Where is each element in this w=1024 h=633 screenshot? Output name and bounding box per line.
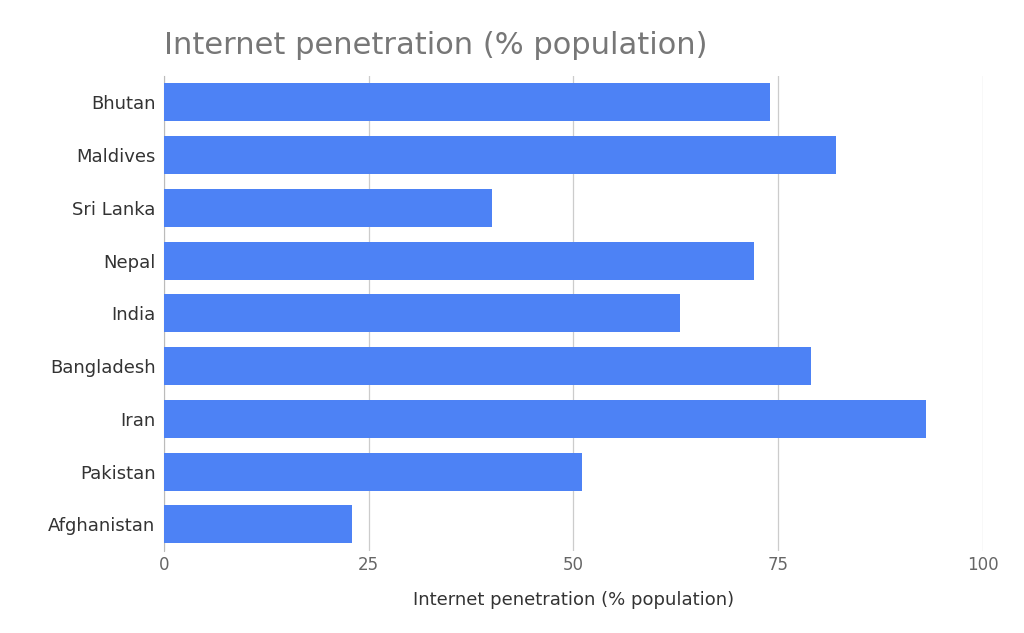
Bar [164,242,754,280]
Bar [164,136,836,174]
Bar [164,505,352,543]
Text: Internet penetration (% population): Internet penetration (% population) [164,31,708,60]
Bar [164,189,492,227]
Bar [164,453,582,491]
Bar [164,400,926,438]
Bar [164,294,680,332]
X-axis label: Internet penetration (% population): Internet penetration (% population) [413,591,734,609]
Bar [164,84,770,122]
Bar [164,347,811,385]
